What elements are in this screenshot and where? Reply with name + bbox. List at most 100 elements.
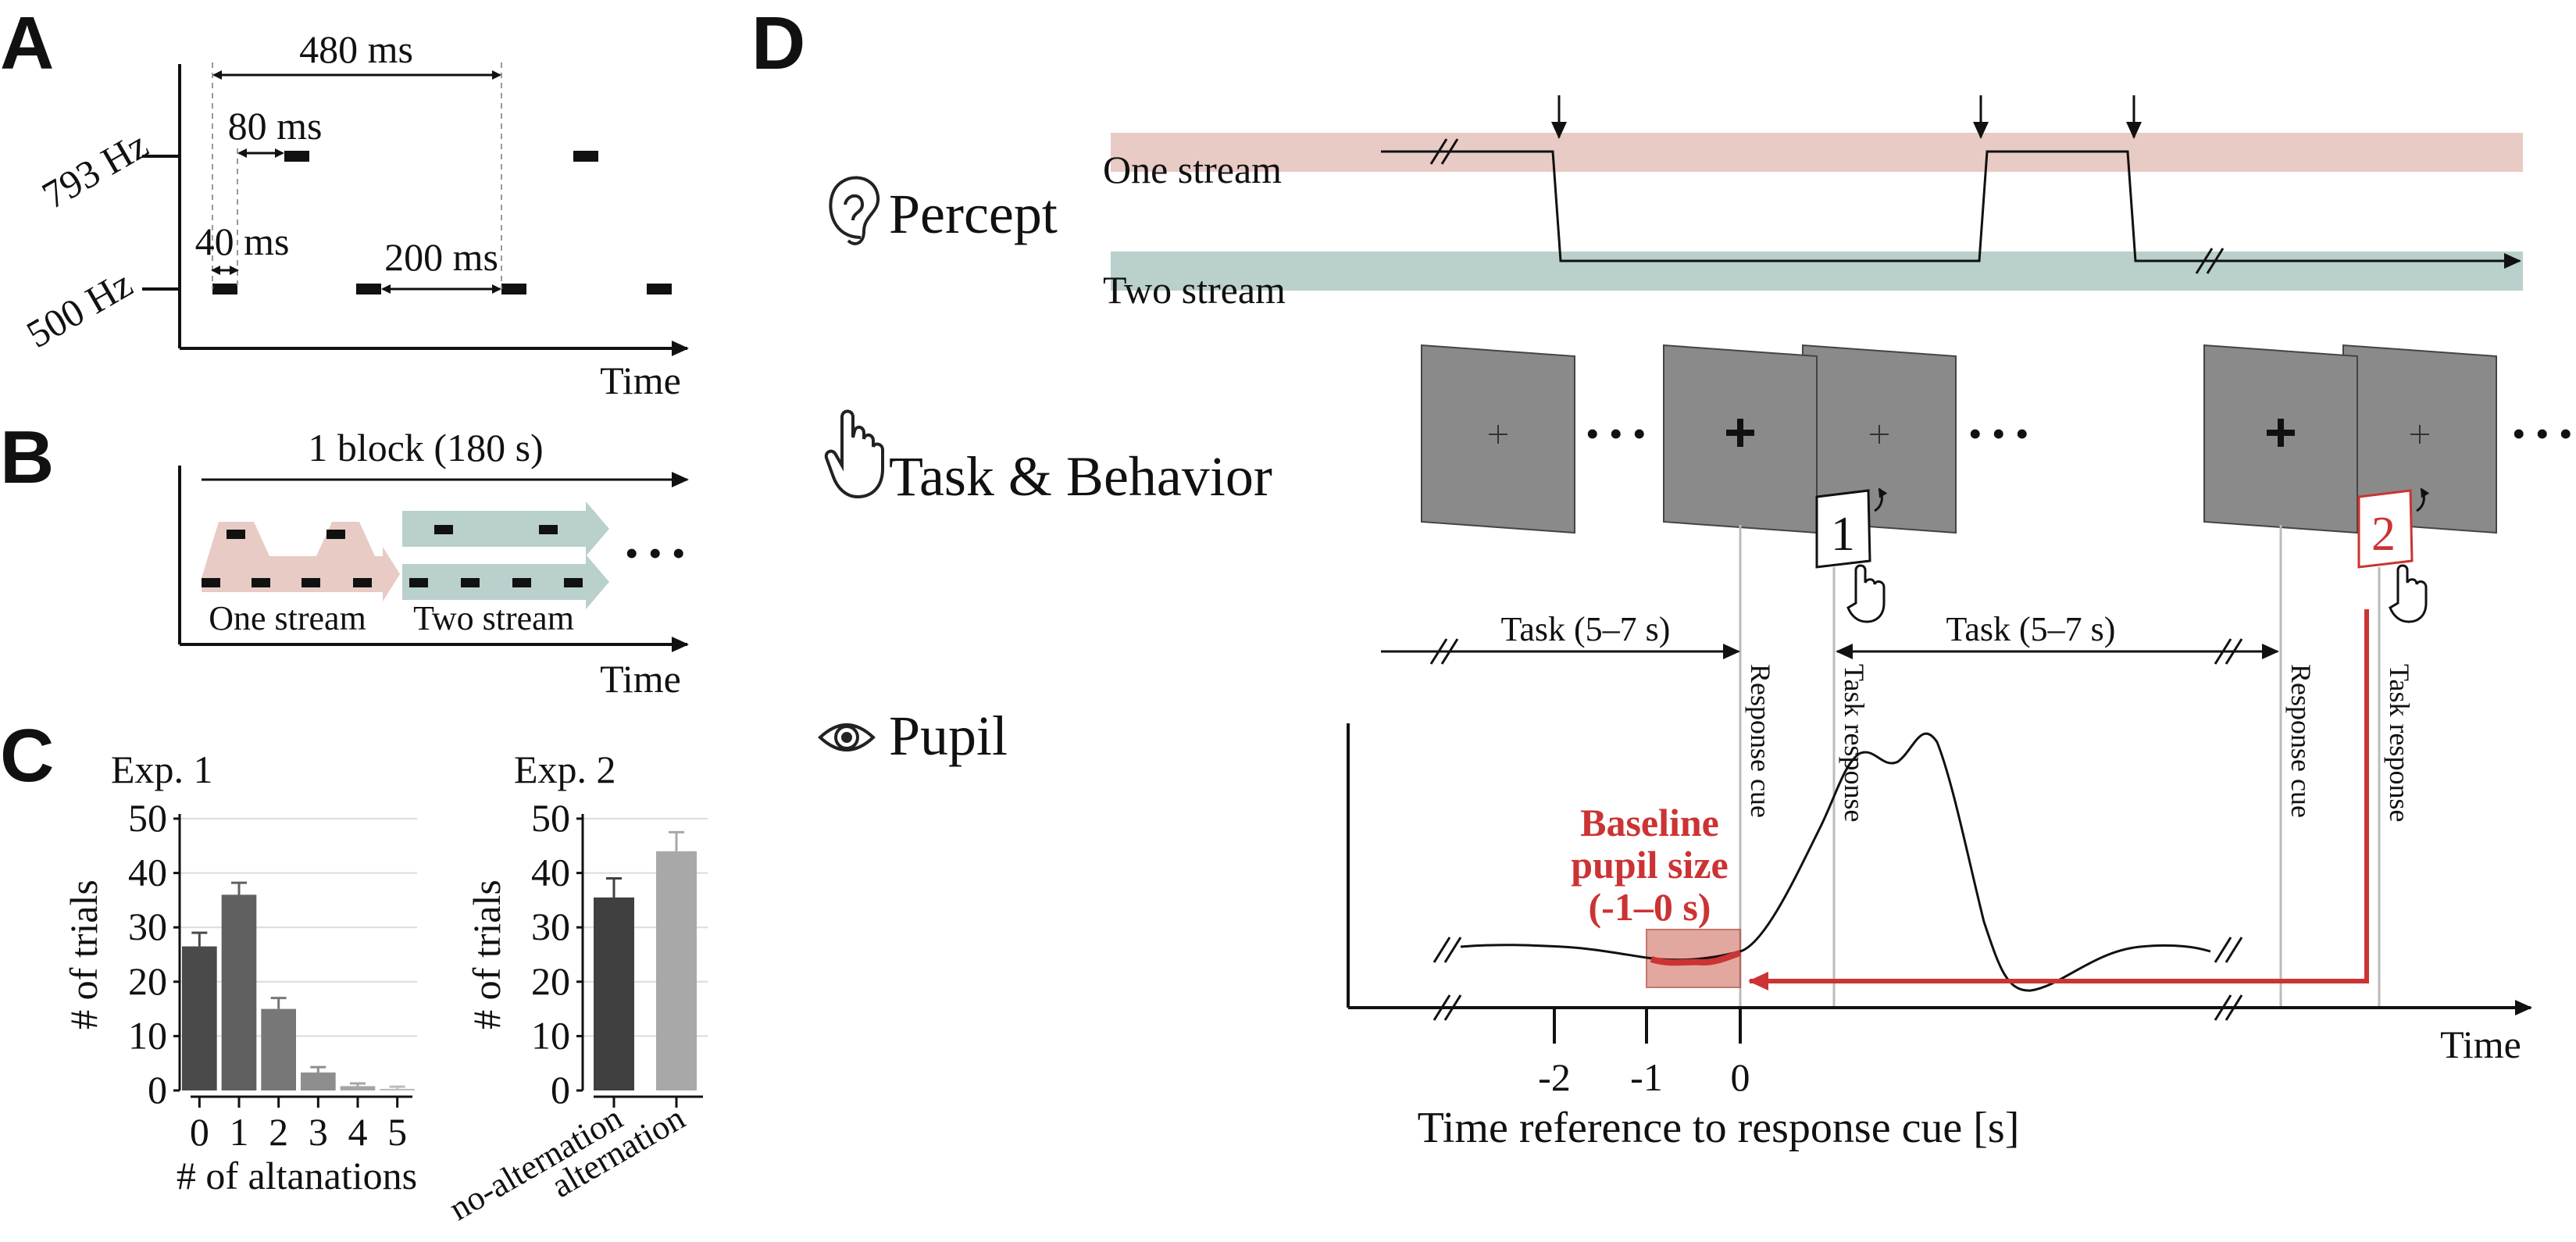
baseline-label-line3: (-1–0 s) <box>1589 885 1711 929</box>
panel-b-ellipsis: • • • <box>625 531 686 575</box>
one-stream-band <box>202 522 400 601</box>
baseline-label-line2: pupil size <box>1571 843 1728 887</box>
dim-200-label: 200 ms <box>384 235 498 279</box>
ear-icon <box>829 176 880 245</box>
tone-high-2 <box>573 151 598 162</box>
percept-label: Percept <box>889 183 1058 245</box>
response-card-1: 1 <box>1815 487 1888 623</box>
dim-80-label: 80 ms <box>228 104 323 148</box>
xtick-label-0: 0 <box>1731 1055 1750 1099</box>
freq-high-label: 793 Hz <box>34 123 155 217</box>
two-stream-label: Two stream <box>413 599 574 637</box>
dim-480-label: 480 ms <box>299 27 413 71</box>
tone-low-1 <box>212 284 237 294</box>
task-response-label-1: Task response <box>1839 664 1870 822</box>
screen-ellipsis-2: • • • <box>1968 412 2029 455</box>
panel-c: C Exp. 1 Exp. 2 # of trials # of trials … <box>0 714 708 1228</box>
percept-one-stream-label: One stream <box>1103 148 1282 191</box>
exp2-bar-0 <box>594 897 634 1090</box>
hand-pointer-icon <box>824 409 884 499</box>
exp1-ytick-label: 0 <box>148 1068 167 1112</box>
exp2-ytick-label: 10 <box>531 1013 570 1057</box>
tone-low-3 <box>501 284 526 294</box>
task-response-label-2: Task response <box>2384 664 2415 822</box>
panel-a-time-label: Time <box>600 359 681 402</box>
axis-break-marks <box>1429 138 2225 274</box>
exp1-bar-4 <box>340 1086 376 1090</box>
panel-letter-c: C <box>0 714 54 798</box>
two-stream-lower-band <box>402 555 609 609</box>
panel-b-tones <box>202 525 583 587</box>
hand-pointer-icon <box>1846 564 1886 623</box>
baseline-trace-highlight <box>1650 950 1742 966</box>
exp1-title: Exp. 1 <box>111 748 213 791</box>
baseline-link-arrow <box>1748 609 2369 990</box>
panel-b: B 1 block (180 s) • • • One stream Two s… <box>0 416 689 701</box>
dim-40-label: 40 ms <box>195 219 290 263</box>
exp1-bar-2 <box>261 1008 296 1090</box>
exp1-xlabel: # of altanations <box>177 1154 417 1197</box>
tone-low-4 <box>647 284 672 294</box>
exp2-ytick-label: 0 <box>551 1068 570 1112</box>
tone-high-1 <box>284 151 309 162</box>
pupil-trace <box>1460 732 2211 992</box>
exp1-ytick-label: 50 <box>128 796 167 840</box>
percept-trace <box>1381 150 2506 262</box>
exp2-ytick-label: 40 <box>531 851 570 894</box>
response-cue-label-2: Response cue <box>2285 664 2317 818</box>
panel-letter-a: A <box>0 2 54 85</box>
exp1-category-label-3: 3 <box>309 1110 328 1154</box>
exp1-ylabel: # of trials <box>62 880 105 1030</box>
exp1-bar-3 <box>301 1072 336 1090</box>
one-stream-percept-band <box>1111 133 2523 172</box>
response-card-2: 2 <box>2357 487 2430 623</box>
percept-two-stream-label: Two stream <box>1103 268 1286 312</box>
exp1-category-label-1: 1 <box>230 1110 249 1154</box>
exp2-title: Exp. 2 <box>514 748 616 791</box>
exp1-category-label-4: 4 <box>348 1110 368 1154</box>
pupil-label: Pupil <box>889 705 1008 767</box>
exp1-category-label-0: 0 <box>190 1110 209 1154</box>
exp1-bar-0 <box>182 946 217 1090</box>
panel-letter-d: D <box>751 2 805 85</box>
exp2-ytick-label: 20 <box>531 959 570 1003</box>
panel-letter-b: B <box>0 416 54 499</box>
exp2-bar-1 <box>656 851 697 1090</box>
exp1-ytick-label: 10 <box>128 1013 167 1057</box>
two-stream-percept-band <box>1111 252 2523 291</box>
exp1-category-label-2: 2 <box>269 1110 288 1154</box>
one-stream-label: One stream <box>209 599 366 637</box>
panel-a: A 793 Hz 500 Hz Time 480 ms 80 ms 40 ms … <box>0 2 689 402</box>
hand-pointer-icon <box>2389 564 2428 623</box>
eye-icon <box>818 723 876 751</box>
baseline-label-line1: Baseline <box>1580 801 1719 844</box>
svg-text:2: 2 <box>2371 508 2396 561</box>
block-label: 1 block (180 s) <box>308 426 543 469</box>
task-duration-label-2: Task (5–7 s) <box>1946 610 2116 648</box>
task-screens: • • • • • • • • • <box>1421 344 2573 534</box>
exp1-ytick-label: 20 <box>128 959 167 1003</box>
exp1-ytick-label: 30 <box>128 905 167 948</box>
exp1-ytick-label: 40 <box>128 851 167 894</box>
tone-low-2 <box>356 284 381 294</box>
panel-d: D Percept Task & Behavior Pupil One stre… <box>751 2 2573 1152</box>
exp2-ytick-label: 30 <box>531 905 570 948</box>
response-cue-label-1: Response cue <box>1745 664 1776 818</box>
panel-b-time-label: Time <box>600 657 681 701</box>
xtick-label-minus2: -2 <box>1538 1055 1571 1099</box>
pupil-xaxis-label: Time reference to response cue [s] <box>1418 1104 2020 1152</box>
screen-ellipsis-3: • • • <box>2512 412 2573 455</box>
exp1-bar-5 <box>380 1088 415 1090</box>
exp1-category-label-5: 5 <box>387 1110 407 1154</box>
pupil-time-label: Time <box>2440 1023 2521 1066</box>
exp2-ylabel: # of trials <box>465 880 508 1030</box>
exp1-bar-1 <box>221 894 257 1090</box>
freq-low-label: 500 Hz <box>19 262 139 356</box>
exp2-ytick-label: 50 <box>531 796 570 840</box>
svg-text:1: 1 <box>1831 508 1855 561</box>
two-stream-upper-band <box>402 501 609 556</box>
task-duration-label-1: Task (5–7 s) <box>1501 610 1671 648</box>
screen-ellipsis-1: • • • <box>1586 412 1647 455</box>
